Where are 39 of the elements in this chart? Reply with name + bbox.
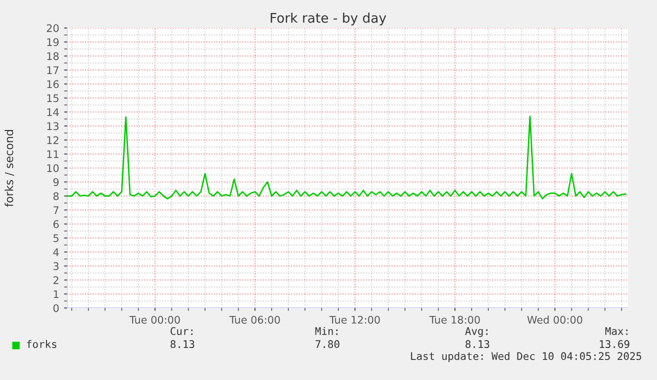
y-tick-label: 1 xyxy=(54,290,58,298)
y-tick-label: 20 xyxy=(46,24,59,32)
text: Min: xyxy=(315,326,338,335)
y-tick-label: 5 xyxy=(54,234,58,242)
y-tick-label: 9 xyxy=(53,178,59,186)
y-tick-label: 18 xyxy=(47,52,59,60)
legend-label: forks xyxy=(26,340,56,348)
y-tick-label: 4 xyxy=(53,248,59,256)
y-tick-label: 14 xyxy=(47,108,59,116)
y-tick-label: 13 xyxy=(47,122,59,130)
y-tick-label: 7 xyxy=(54,206,58,214)
x-tick-label: Wed 00:00 xyxy=(527,316,582,324)
y-axis-title: forks / second xyxy=(4,130,14,207)
text: Avg: xyxy=(465,327,488,338)
chart-title: Fork rate - by day xyxy=(270,12,386,26)
y-tick-label: 17 xyxy=(47,66,58,74)
text: 8.13 xyxy=(170,340,194,348)
x-tick-label: Tue 00:00 xyxy=(129,316,180,324)
y-tick-label: 8 xyxy=(53,192,59,200)
x-tick-label: Tue 12:00 xyxy=(329,316,380,324)
text: 7.80 xyxy=(316,340,340,348)
line-series xyxy=(67,116,626,200)
y-tick-label: 10 xyxy=(47,164,59,172)
y-tick-label: 15 xyxy=(47,94,58,102)
x-tick-label: Tue 06:00 xyxy=(229,316,280,324)
y-tick-label: 2 xyxy=(53,276,58,284)
x-tick-label: Tue 18:00 xyxy=(429,316,480,324)
text: Max: xyxy=(605,327,628,336)
text: Last update: Wed Dec 10 04:05:25 2025 xyxy=(411,352,642,362)
text: 8.13 xyxy=(466,340,490,348)
y-tick-label: 19 xyxy=(47,38,59,46)
text: Cur: xyxy=(170,327,192,336)
y-tick-label: 11 xyxy=(47,150,58,158)
y-tick-label: 16 xyxy=(47,80,59,88)
text: 13.69 xyxy=(600,340,630,348)
y-tick-label: 3 xyxy=(54,262,59,270)
y-tick-label: 6 xyxy=(53,220,59,228)
y-tick-label: 0 xyxy=(53,304,59,312)
y-tick-label: 12 xyxy=(47,136,58,144)
